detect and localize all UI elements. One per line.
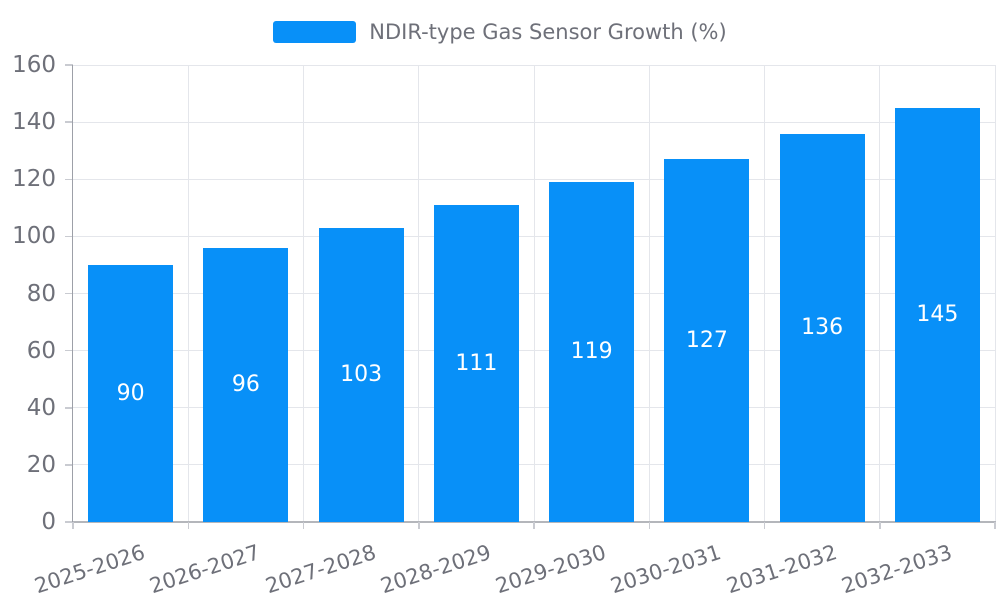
bar-value-label: 111 xyxy=(455,350,498,376)
x-axis-label: 2028-2029 xyxy=(377,540,494,599)
x-axis-label: 2029-2030 xyxy=(492,540,610,599)
bar[interactable] xyxy=(664,159,750,522)
x-axis-tick xyxy=(533,522,535,529)
x-axis-label: 2030-2031 xyxy=(608,540,725,599)
x-axis-label: 2032-2033 xyxy=(838,540,955,599)
bar[interactable] xyxy=(203,247,289,522)
legend-label: NDIR-type Gas Sensor Growth (%) xyxy=(369,20,727,44)
bar-value-label: 145 xyxy=(916,301,959,327)
x-axis-tick xyxy=(763,522,766,529)
y-gridline xyxy=(73,121,995,123)
y-gridline xyxy=(73,293,995,294)
bar-value-label: 127 xyxy=(685,327,728,353)
bar-value-label: 96 xyxy=(231,371,260,397)
bar[interactable] xyxy=(88,264,174,522)
y-axis-label: 160 xyxy=(12,52,56,78)
y-axis-tick xyxy=(65,349,73,352)
y-axis-label: 20 xyxy=(26,451,56,478)
x-axis-tick xyxy=(302,522,305,529)
x-axis-tick xyxy=(648,522,650,529)
y-axis-tick xyxy=(65,292,73,295)
y-axis-line xyxy=(71,65,73,523)
y-gridline xyxy=(73,178,995,180)
x-axis-label: 2027-2028 xyxy=(262,540,379,599)
bar[interactable] xyxy=(779,133,865,522)
y-gridline xyxy=(73,235,995,237)
bar[interactable] xyxy=(549,182,635,522)
y-axis-tick xyxy=(65,235,73,238)
bar[interactable] xyxy=(318,227,404,522)
y-axis-tick xyxy=(65,464,73,466)
x-axis-tick xyxy=(879,522,881,529)
y-axis-tick xyxy=(65,521,73,523)
y-axis-label: 60 xyxy=(26,337,56,364)
bar-value-label: 103 xyxy=(340,361,383,387)
x-axis-tick xyxy=(418,522,420,529)
y-axis-label: 100 xyxy=(12,223,56,250)
y-axis-tick xyxy=(65,178,73,180)
x-axis-tick xyxy=(72,522,74,529)
x-axis-tick xyxy=(187,522,189,529)
x-gridline xyxy=(994,65,996,522)
y-axis-tick xyxy=(65,64,73,66)
x-axis-label: 2025-2026 xyxy=(31,540,149,599)
legend[interactable]: NDIR-type Gas Sensor Growth (%) xyxy=(0,20,1000,44)
x-axis-tick xyxy=(994,522,996,529)
x-axis-label: 2026-2027 xyxy=(147,540,264,599)
y-axis-label: 0 xyxy=(41,509,56,535)
bar-value-label: 90 xyxy=(116,380,145,406)
legend-swatch-icon xyxy=(273,21,357,43)
y-axis-tick xyxy=(65,407,73,409)
y-gridline xyxy=(73,350,995,352)
x-axis-label: 2031-2032 xyxy=(723,540,840,599)
y-gridline xyxy=(73,64,995,66)
y-axis-label: 40 xyxy=(26,394,56,421)
y-gridline xyxy=(73,464,995,466)
y-axis-label: 80 xyxy=(26,280,56,307)
y-gridline xyxy=(73,407,995,409)
y-axis-label: 140 xyxy=(12,109,56,136)
y-axis-tick xyxy=(65,121,73,123)
bar[interactable] xyxy=(433,205,519,522)
bar-value-label: 136 xyxy=(801,314,844,340)
y-axis-label: 120 xyxy=(12,166,56,193)
bar[interactable] xyxy=(894,107,980,522)
bar-value-label: 119 xyxy=(570,339,613,365)
